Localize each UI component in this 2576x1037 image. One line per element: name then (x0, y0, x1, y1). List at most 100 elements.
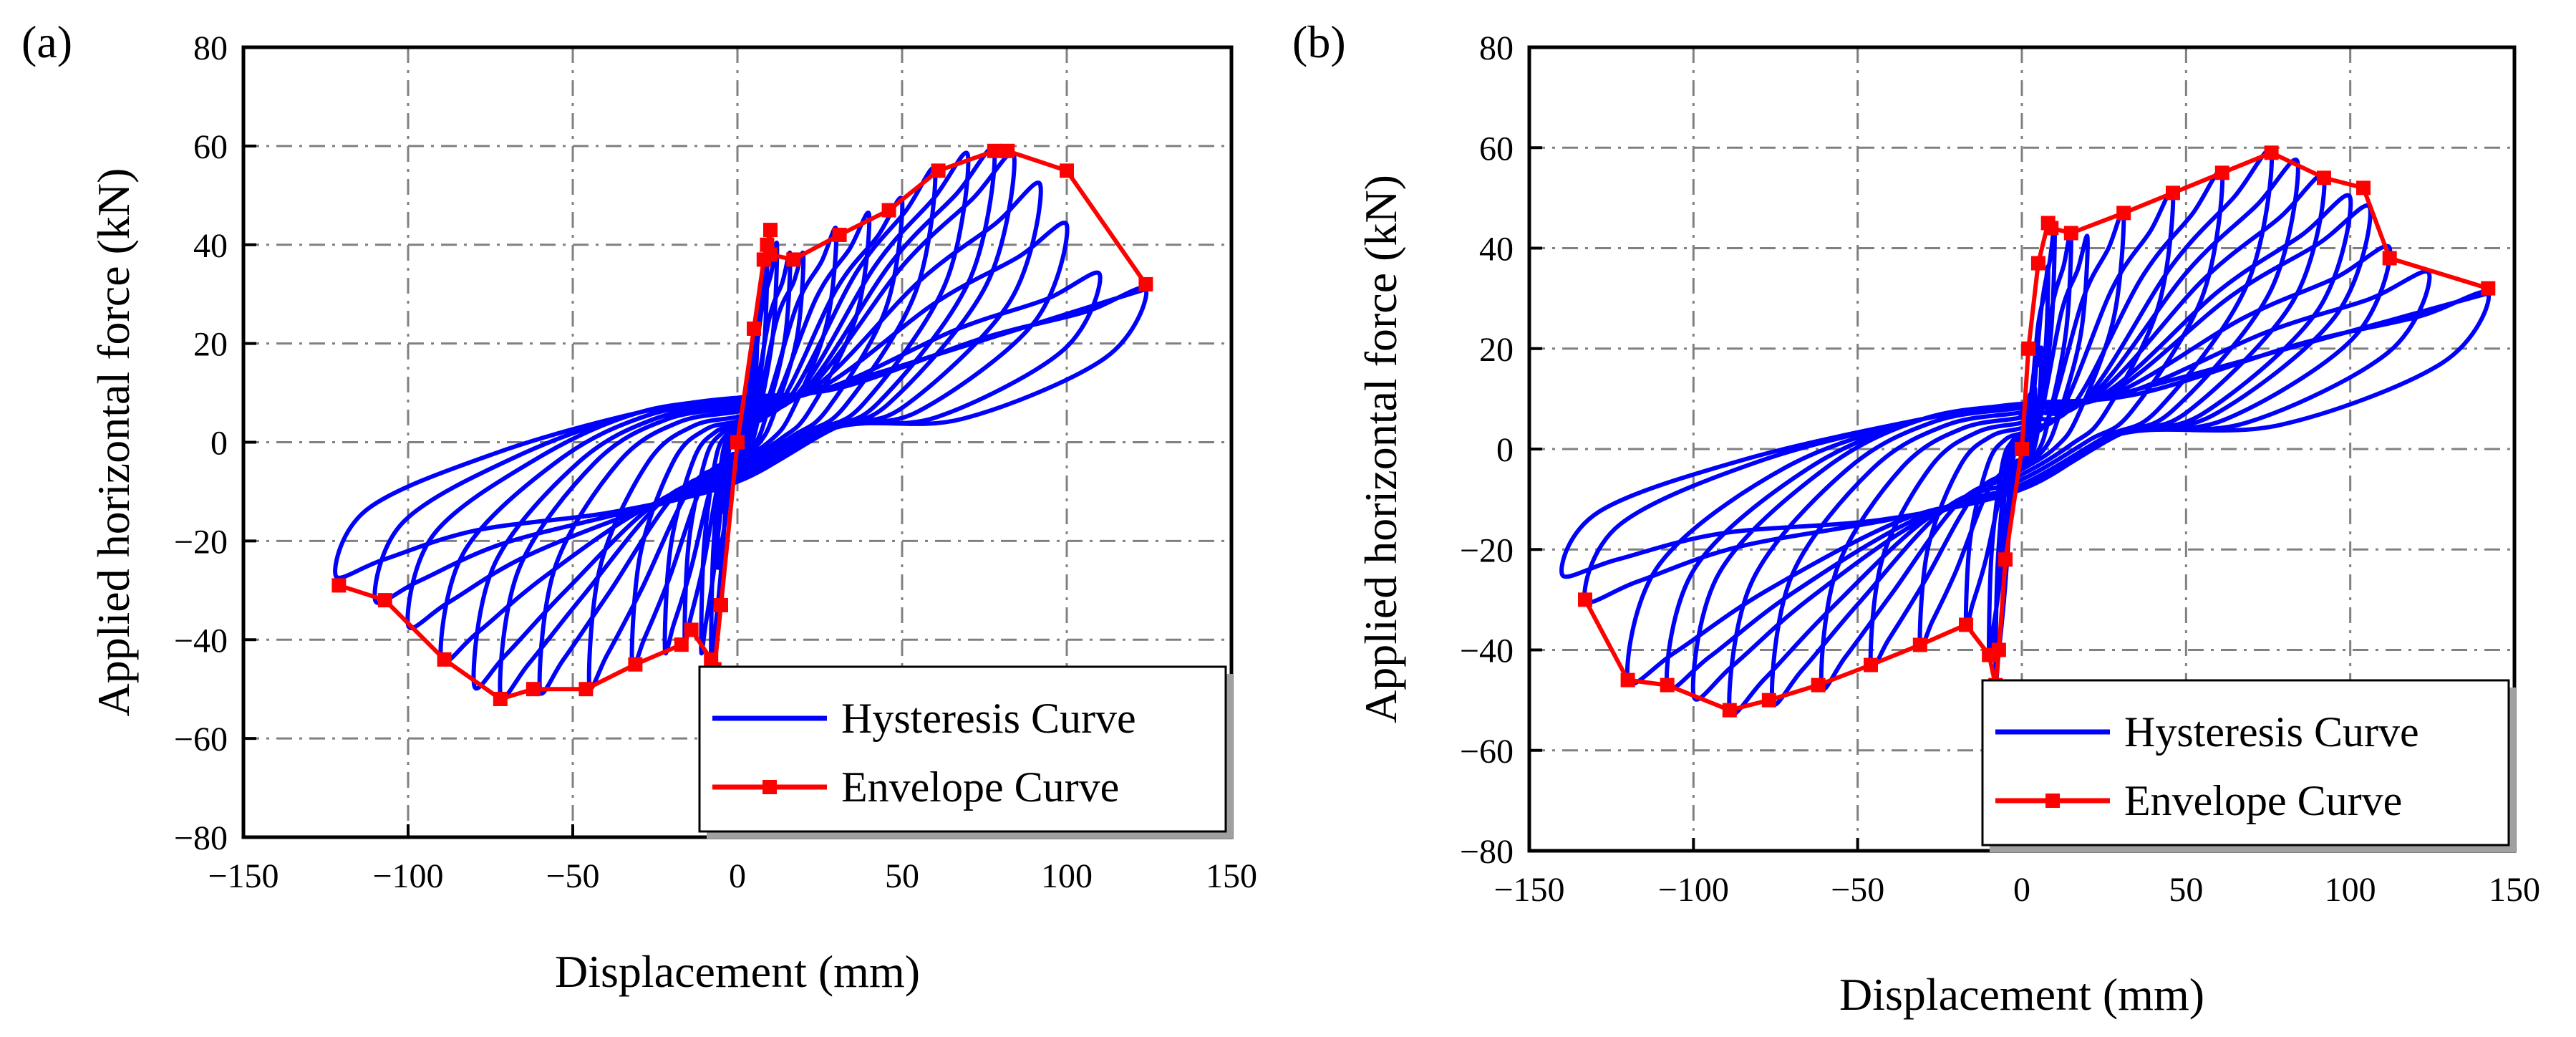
envelope-marker (331, 578, 347, 593)
y-tick-label: 60 (1479, 130, 1514, 168)
envelope-marker (763, 223, 778, 238)
x-tick-label: −150 (1493, 871, 1564, 909)
y-tick-label: −40 (1460, 632, 1514, 670)
envelope-marker (2264, 145, 2279, 160)
x-tick-label: −100 (372, 857, 443, 895)
x-tick-label: −150 (208, 857, 279, 895)
envelope-marker (881, 203, 896, 218)
envelope-marker (377, 593, 392, 608)
legend-box (1981, 679, 2510, 847)
envelope-marker (437, 652, 452, 667)
panel-label: (b) (1292, 16, 1346, 67)
panel-label: (a) (21, 16, 72, 67)
y-tick-label: 60 (193, 128, 228, 166)
y-tick-label: 20 (193, 326, 228, 364)
x-tick-label: −50 (1831, 871, 1884, 909)
y-axis-label: Applied horizontal force (kN) (88, 168, 139, 717)
legend-marker-envelope (762, 780, 777, 794)
y-tick-label: 0 (1496, 431, 1514, 469)
plot-area (1559, 148, 2492, 718)
y-tick-label: −80 (174, 819, 228, 857)
envelope-marker (1959, 617, 1974, 632)
envelope-marker (714, 597, 728, 612)
envelope-marker (1998, 552, 2013, 567)
y-tick-label: 40 (1479, 231, 1514, 269)
envelope-marker (730, 435, 745, 450)
envelope-marker (2481, 281, 2496, 296)
x-tick-label: 50 (885, 857, 919, 895)
envelope-marker (2030, 256, 2045, 271)
envelope-marker (987, 143, 1002, 158)
x-axis-label: Displacement (mm) (1839, 969, 2204, 1020)
y-tick-label: −60 (174, 720, 228, 758)
envelope-marker (1660, 677, 1675, 693)
envelope-marker (1000, 143, 1015, 158)
legend-label-hysteresis: Hysteresis Curve (2124, 708, 2419, 756)
envelope-marker (832, 227, 847, 242)
legend-label-envelope: Envelope Curve (2124, 777, 2402, 824)
x-tick-label: 0 (729, 857, 746, 895)
envelope-marker (763, 247, 778, 262)
envelope-marker (674, 637, 689, 652)
hysteresis-curve (1559, 148, 2492, 718)
envelope-marker (2044, 221, 2059, 236)
y-tick-label: −60 (1460, 733, 1514, 771)
x-tick-label: 0 (2013, 871, 2030, 909)
hysteresis-curve (333, 145, 1149, 701)
legend-label-envelope: Envelope Curve (841, 763, 1119, 811)
envelope-marker (628, 657, 643, 672)
x-tick-label: −100 (1658, 871, 1729, 909)
envelope-marker (1864, 657, 1879, 672)
y-tick-label: 0 (210, 425, 228, 463)
legend-marker-envelope (2045, 794, 2060, 808)
envelope-marker (2021, 341, 2036, 356)
y-tick-label: −20 (174, 523, 228, 561)
envelope-marker (1138, 276, 1153, 291)
envelope-marker (578, 682, 594, 697)
envelope-marker (1060, 163, 1074, 178)
envelope-marker (1811, 677, 1826, 693)
envelope-marker (2015, 442, 2029, 456)
envelope-marker (2214, 165, 2229, 180)
envelope-marker (1761, 693, 1776, 708)
y-tick-label: 80 (193, 29, 228, 67)
envelope-marker (786, 252, 801, 267)
x-tick-label: 150 (2489, 871, 2540, 909)
y-tick-label: −80 (1460, 833, 1514, 871)
x-tick-label: 150 (1206, 857, 1257, 895)
envelope-marker (2116, 206, 2131, 221)
x-tick-label: 50 (2169, 871, 2203, 909)
envelope-marker (2316, 170, 2331, 185)
y-axis-label: Applied horizontal force (kN) (1355, 175, 1406, 723)
y-tick-label: 20 (1479, 331, 1514, 369)
y-tick-label: 40 (193, 227, 228, 265)
envelope-marker (526, 682, 541, 697)
panel-a: (a) −150 −100 −50 0 50 100 150 −80 −60 −40 −20 0 20 40… (21, 16, 1257, 997)
plot-area (333, 145, 1149, 701)
envelope-marker (2165, 185, 2180, 201)
envelope-marker (493, 691, 508, 706)
x-axis-label: Displacement (mm) (555, 946, 920, 997)
envelope-marker (931, 163, 946, 178)
legend: Hysteresis Curve Envelope Curve (1981, 679, 2516, 852)
envelope-marker (684, 622, 699, 637)
envelope-marker (2063, 226, 2078, 241)
envelope-marker (1912, 637, 1927, 652)
legend-label-hysteresis: Hysteresis Curve (841, 695, 1136, 742)
y-tick-label: −20 (1460, 531, 1514, 569)
envelope-marker (2382, 251, 2397, 266)
envelope-curve (338, 148, 1148, 701)
legend: Hysteresis Curve Envelope Curve (698, 665, 1233, 839)
envelope-marker (1620, 672, 1635, 688)
panel-b: (b) −150 −100 −50 0 50 100 150 −80 −60 −40 −20 0 20 40… (1292, 16, 2540, 1020)
envelope-marker (747, 321, 761, 336)
envelope-marker (1577, 592, 1592, 607)
envelope-marker (1722, 703, 1737, 718)
legend-box (698, 665, 1227, 833)
x-tick-label: 100 (2325, 871, 2376, 909)
y-tick-label: 80 (1479, 29, 1514, 67)
y-tick-label: −40 (174, 622, 228, 660)
envelope-marker (1991, 642, 2006, 657)
x-tick-label: −50 (546, 857, 599, 895)
